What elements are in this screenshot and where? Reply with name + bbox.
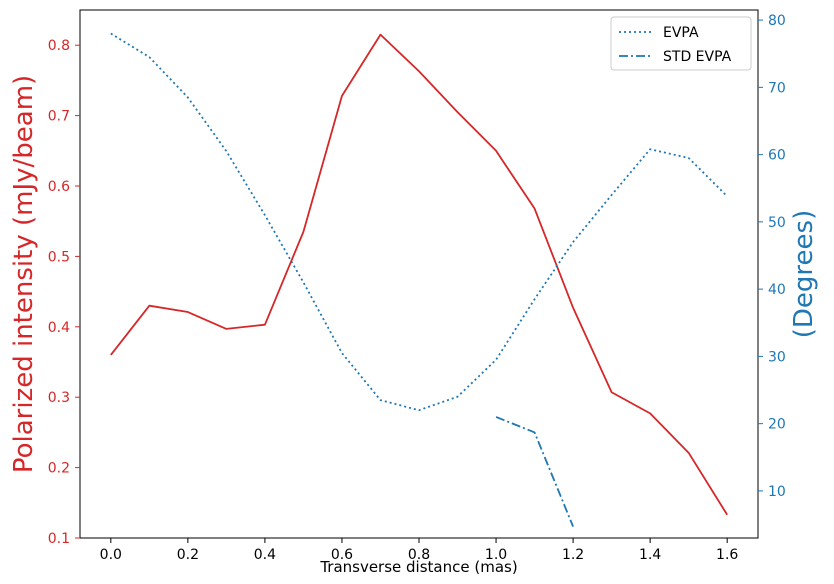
y-axis-left-title: Polarized intensity (mJy/beam) xyxy=(9,75,39,473)
legend-box xyxy=(610,16,752,71)
legend: EVPA STD EVPA xyxy=(610,16,752,71)
y-right-tick-label: 40 xyxy=(768,282,786,298)
x-tick-label: 0.8 xyxy=(408,547,430,563)
y-left-tick-label: 0.3 xyxy=(48,390,70,406)
series-line-evpa xyxy=(110,32,728,412)
y-left-tick-label: 0.2 xyxy=(48,461,70,477)
y-right-tick-label: 30 xyxy=(768,349,786,365)
x-tick-label: 1.2 xyxy=(562,547,584,563)
x-axis: 0.0 0.2 0.4 0.6 0.8 1.0 1.2 1.4 1.6 xyxy=(100,538,738,563)
y-axis-right-title: (Degrees) xyxy=(789,210,819,338)
x-tick-label: 1.6 xyxy=(716,547,738,563)
x-tick-label: 0.0 xyxy=(100,547,122,563)
y-left-tick-label: 0.1 xyxy=(48,531,70,547)
y-axis-left: 0.1 0.2 0.3 0.4 0.5 0.6 0.7 0.8 xyxy=(48,38,80,547)
x-tick-label: 0.4 xyxy=(254,547,276,563)
y-axis-right: 10 20 30 40 50 60 70 80 xyxy=(758,13,786,500)
y-left-tick-label: 0.4 xyxy=(48,320,70,336)
x-tick-label: 1.4 xyxy=(639,547,661,563)
legend-label-evpa: EVPA xyxy=(663,25,699,41)
x-tick-label: 0.6 xyxy=(331,547,353,563)
series-layer xyxy=(110,32,728,527)
y-right-tick-label: 50 xyxy=(768,215,786,231)
y-left-tick-label: 0.7 xyxy=(48,109,70,125)
series-line-polarized-intensity xyxy=(110,33,728,516)
y-left-tick-label: 0.6 xyxy=(48,179,70,195)
y-left-tick-label: 0.8 xyxy=(48,38,70,54)
x-axis-title: Transverse distance (mas) xyxy=(319,558,517,576)
legend-label-std-evpa: STD EVPA xyxy=(663,49,732,65)
x-tick-label: 1.0 xyxy=(485,547,507,563)
y-right-tick-label: 20 xyxy=(768,417,786,433)
y-right-tick-label: 70 xyxy=(768,80,786,96)
y-right-tick-label: 60 xyxy=(768,148,786,164)
y-left-tick-label: 0.5 xyxy=(48,249,70,265)
y-right-tick-label: 10 xyxy=(768,484,786,500)
x-tick-label: 0.2 xyxy=(177,547,199,563)
y-right-tick-label: 80 xyxy=(768,13,786,29)
series-line-std-evpa xyxy=(495,416,574,527)
